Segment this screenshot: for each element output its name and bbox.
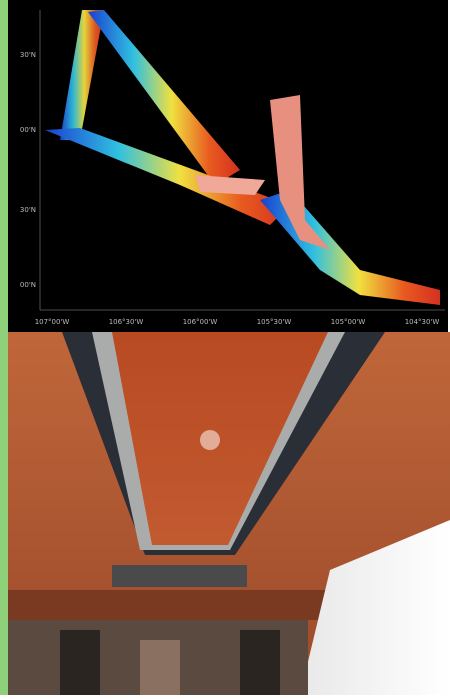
x-tick-label: 106°00'W [183,318,218,326]
scene: 30'N 00'N 30'N 00'N 107°00'W 106°30'W 106°00'… [0,0,450,695]
light-spot [200,430,220,450]
x-tick-label: 107°00'W [35,318,70,326]
x-tick-label: 105°30'W [257,318,292,326]
hull-plate [112,565,247,587]
support [240,630,280,695]
support [60,630,100,695]
x-tick-label: 104°30'W [405,318,440,326]
x-tick-label: 106°30'W [109,318,144,326]
y-tick-label: 00'N [20,281,36,289]
y-tick-label: 00'N [20,126,36,134]
x-tick-label: 105°00'W [331,318,366,326]
support [140,640,180,695]
y-tick-label: 30'N [20,51,36,59]
y-tick-label: 30'N [20,206,36,214]
left-strip [0,0,8,695]
